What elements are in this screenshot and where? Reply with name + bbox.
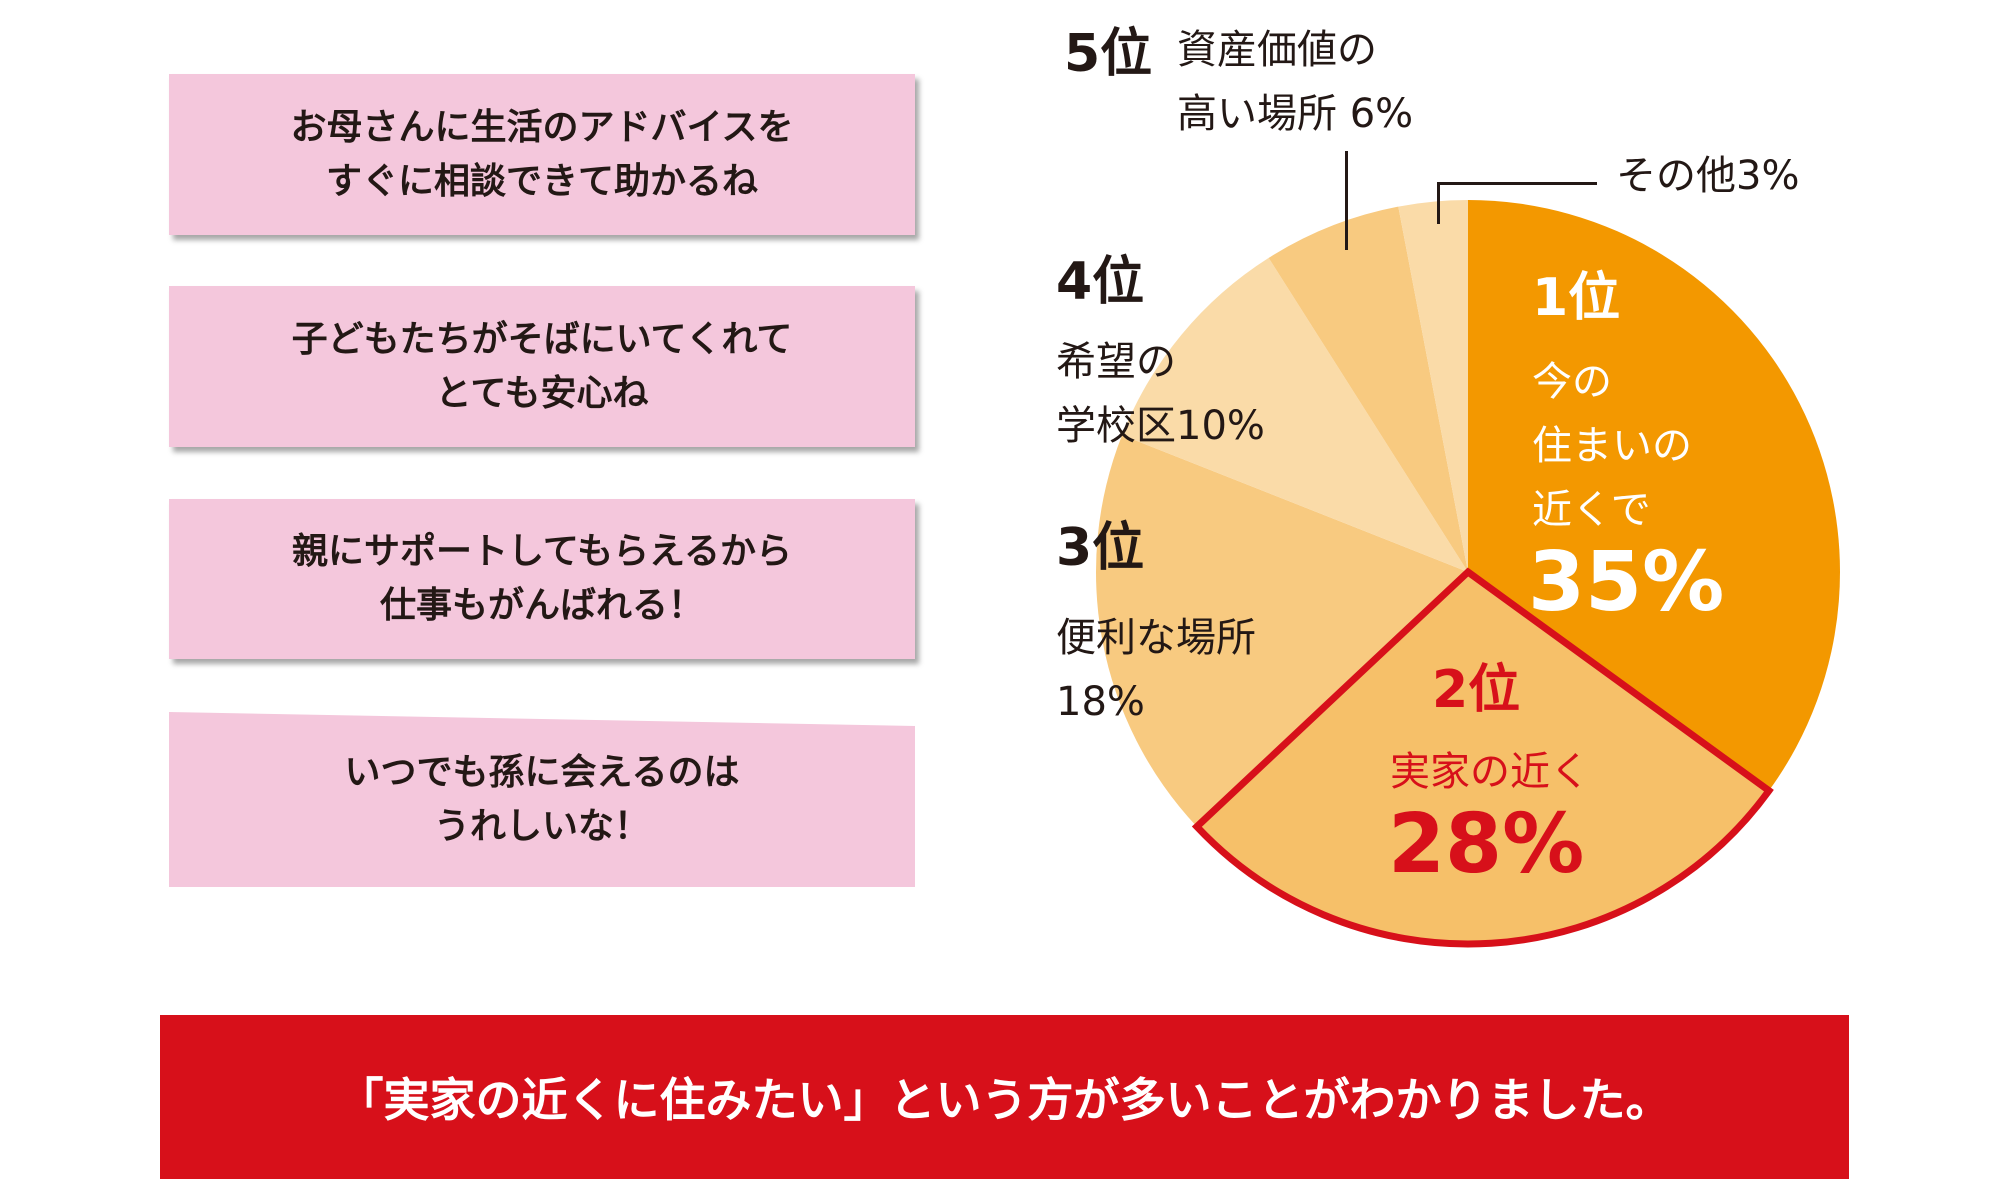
rank-5: 5位	[1064, 24, 1153, 84]
leader-line-other-h	[1437, 182, 1597, 185]
rank-4: 4位	[1056, 252, 1145, 312]
label-4-line2: 学校区10%	[1056, 403, 1265, 449]
comment-line: とても安心ね	[435, 372, 649, 414]
pie-slice-2	[1196, 572, 1769, 944]
comment-bubble-4: いつでも孫に会えるのは うれしいな！	[169, 712, 915, 887]
leader-line-other	[1437, 182, 1440, 224]
pie-slice-3	[1096, 435, 1468, 827]
pie-slice-5	[1268, 206, 1468, 572]
label-1-line2: 住まいの	[1532, 423, 1692, 469]
label-1-line1: 今の	[1532, 359, 1612, 405]
pie-slice-6	[1398, 200, 1468, 572]
rank-3: 3位	[1056, 518, 1145, 578]
comment-line: うれしいな！	[433, 805, 650, 847]
comment-bubble-2: 子どもたちがそばにいてくれて とても安心ね	[169, 286, 915, 447]
label-other: その他3%	[1616, 153, 1800, 199]
comment-bubble-3: 親にサポートしてもらえるから 仕事もがんばれる！	[169, 499, 915, 659]
leader-line-5	[1345, 151, 1348, 250]
comment-bubble-1: お母さんに生活のアドバイスを すぐに相談できて助かるね	[169, 74, 915, 235]
pie-slice-4	[1122, 257, 1468, 572]
highlight-outline-2	[1191, 567, 1774, 948]
label-1-line3: 近くで	[1532, 487, 1651, 533]
comment-line: すぐに相談できて助かるね	[325, 160, 758, 202]
value-2: 28%	[1388, 797, 1585, 892]
label-3-line2: 18%	[1056, 679, 1145, 725]
label-5-line2: 高い場所 6%	[1177, 91, 1414, 137]
comment-line: 仕事もがんばれる！	[379, 585, 704, 626]
banner-text: 「実家の近くに住みたい」という方が多いことがわかりました。	[337, 1073, 1672, 1127]
label-2-line1: 実家の近く	[1390, 749, 1590, 795]
comment-line: いつでも孫に会えるのは	[344, 751, 740, 793]
label-5-line1: 資産価値の	[1177, 27, 1377, 73]
pie-slice-1	[1468, 200, 1841, 791]
value-1: 35%	[1528, 535, 1725, 630]
conclusion-banner: 「実家の近くに住みたい」という方が多いことがわかりました。	[160, 1015, 1849, 1179]
rank-2: 2位	[1432, 660, 1521, 720]
comment-line: 子どもたちがそばにいてくれて	[291, 318, 793, 360]
comment-line: お母さんに生活のアドバイスを	[290, 106, 794, 148]
label-4-line1: 希望の	[1056, 339, 1176, 385]
rank-1: 1位	[1532, 268, 1621, 328]
label-3-line1: 便利な場所	[1056, 615, 1256, 661]
comment-line: 親にサポートしてもらえるから	[291, 531, 793, 572]
